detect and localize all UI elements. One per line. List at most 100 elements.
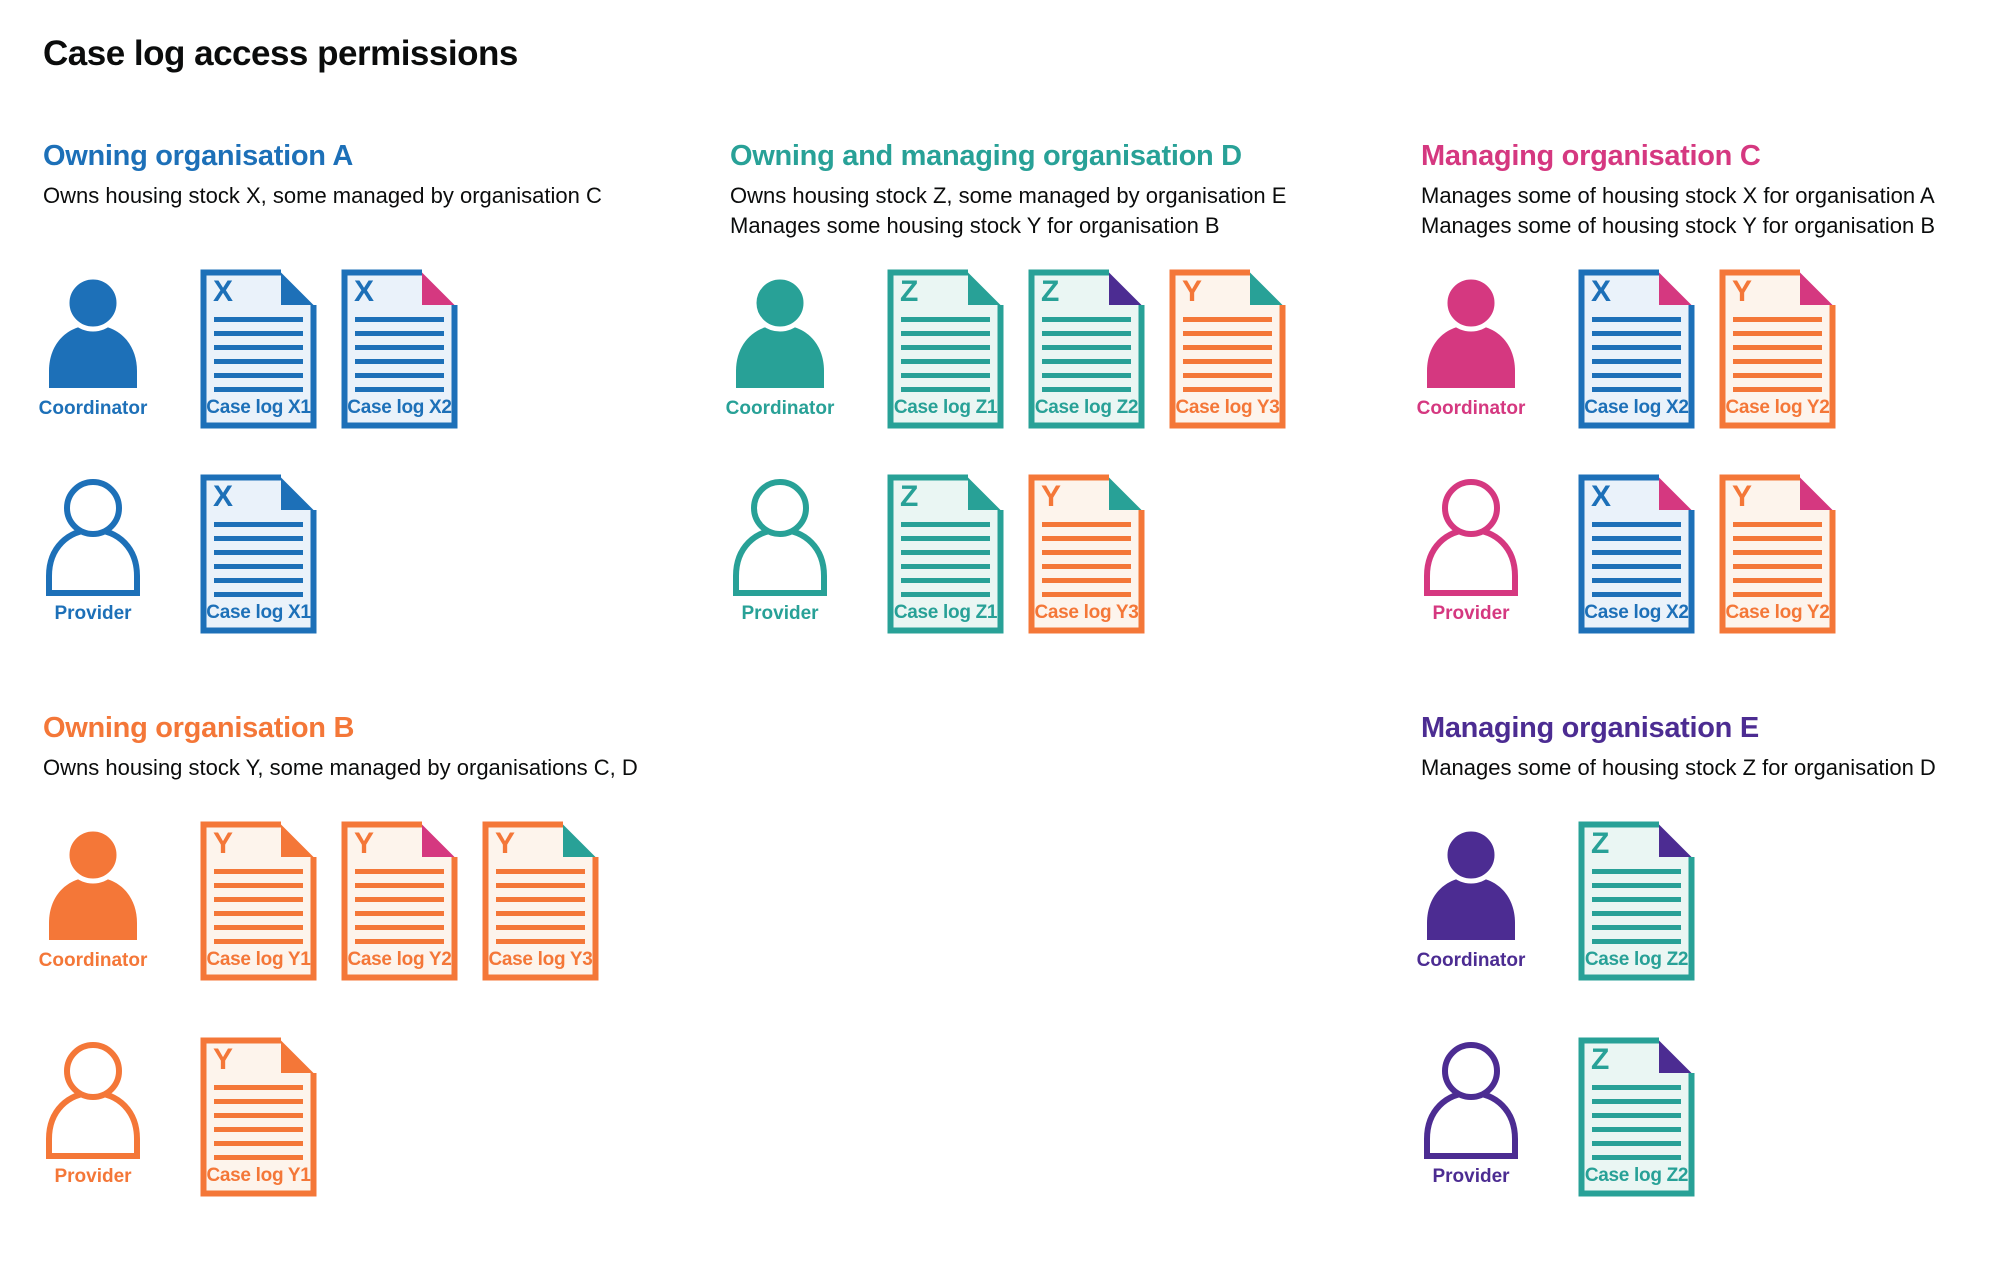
coordinator-figure: Coordinator [39,269,147,420]
folded-corner-icon [1250,272,1283,306]
case-log-document-z2: Z Case log Z2 [1578,821,1695,981]
coordinator-figure: Coordinator [39,821,147,972]
folded-corner-icon [968,272,1001,306]
persona-label: Provider [1432,603,1510,625]
description-line: Manages some of housing stock Y for orga… [1421,213,1936,239]
section-organisation-e: Managing organisation E Manages some of … [1417,712,2000,1253]
persona-row: Coordinator Z Case log Z2 [1417,821,2000,981]
section-organisation-c: Managing organisation C Manages some of … [1417,140,2000,679]
document-text-lines-icon [1733,317,1822,393]
provider-figure: Provider [1421,474,1521,625]
organisation-description: Owns housing stock Y, some managed by or… [43,753,733,821]
person-icon [1424,479,1518,597]
document-icon [1028,474,1145,634]
document-icon [341,821,458,981]
stock-letter: Z [1041,275,1060,309]
case-log-document-x1: X Case log X1 [200,269,317,429]
document-icon [1028,269,1145,429]
case-log-document-y3: Y Case log Y3 [1028,474,1145,634]
document-text-lines-icon [1042,522,1131,598]
persona-row: Coordinator Y Case log Y1 [39,821,733,981]
case-log-label: Case log Z1 [893,397,998,419]
section-organisation-d: Owning and managing organisation D Owns … [726,140,1420,679]
persona-row: Provider X Case log X2 [1421,474,2000,634]
document-text-lines-icon [1592,317,1681,393]
case-log-document-y2: Y Case log Y2 [1719,474,1836,634]
organisation-description: Manages some of housing stock Z for orga… [1421,753,2000,821]
case-log-label: Case log Y2 [1725,397,1830,419]
document-text-lines-icon [214,869,303,945]
case-log-document-y1: Y Case log Y1 [200,821,317,981]
document-text-lines-icon [901,522,990,598]
person-icon [733,479,827,597]
case-log-document-z2: Z Case log Z2 [1578,1037,1695,1197]
document-icon [200,474,317,634]
folded-corner-icon [281,824,314,858]
case-log-label: Case log X2 [1584,602,1689,624]
case-log-document-y2: Y Case log Y2 [1719,269,1836,429]
case-log-document-y3: Y Case log Y3 [482,821,599,981]
case-log-label: Case log X1 [206,602,311,624]
document-text-lines-icon [214,317,303,393]
folded-corner-icon [1659,477,1692,511]
section-organisation-b: Owning organisation B Owns housing stock… [39,712,733,1253]
persona-row: Provider Z Case log Z1 [730,474,1420,634]
person-icon [1427,274,1515,389]
stock-letter: Z [1591,827,1610,861]
stock-letter: Y [495,827,516,861]
case-log-label: Case log X1 [206,397,311,419]
document-icon [1719,269,1836,429]
case-log-label: Case log X2 [1584,397,1689,419]
description-line: Owns housing stock Z, some managed by or… [730,183,1287,209]
document-icon [341,269,458,429]
document-text-lines-icon [496,869,585,945]
person-icon [1424,1042,1518,1160]
case-log-label: Case log Z2 [1584,1165,1689,1187]
person-icon [49,826,137,941]
organisation-description: Owns housing stock Z, some managed by or… [730,181,1420,269]
case-log-label: Case log Y3 [1034,602,1139,624]
case-log-document-x2: X Case log X2 [1578,269,1695,429]
folded-corner-icon [1109,272,1142,306]
coordinator-figure: Coordinator [1417,821,1525,972]
case-log-document-x1: X Case log X1 [200,474,317,634]
document-icon [482,821,599,981]
case-log-label: Case log Y2 [1725,602,1830,624]
organisation-title: Managing organisation C [1421,140,1761,172]
document-icon [1169,269,1286,429]
folded-corner-icon [968,477,1001,511]
case-log-label: Case log Y1 [206,949,311,971]
persona-label: Provider [741,603,819,625]
provider-figure: Provider [43,474,143,625]
persona-label: Provider [54,1166,132,1188]
persona-label: Provider [54,603,132,625]
case-log-document-z2: Z Case log Z2 [1028,269,1145,429]
case-log-label: Case log Y3 [1175,397,1280,419]
organisation-title: Owning and managing organisation D [730,140,1242,172]
stock-letter: Z [900,275,919,309]
document-text-lines-icon [901,317,990,393]
document-text-lines-icon [355,317,444,393]
case-log-label: Case log Y3 [488,949,593,971]
folded-corner-icon [1800,272,1833,306]
persona-row: Coordinator X Case log X2 [1417,269,2000,429]
stock-letter: Y [213,1043,234,1077]
organisation-title: Owning organisation A [43,140,354,172]
case-log-label: Case log Z2 [1584,949,1689,971]
stock-letter: Z [1591,1043,1610,1077]
stock-letter: X [213,480,234,514]
provider-figure: Provider [730,474,830,625]
folded-corner-icon [563,824,596,858]
stock-letter: Y [1182,275,1203,309]
case-log-label: Case log Y2 [347,949,452,971]
case-log-document-x2: X Case log X2 [1578,474,1695,634]
case-log-document-y1: Y Case log Y1 [200,1037,317,1197]
document-icon [887,269,1004,429]
stock-letter: Y [354,827,375,861]
folded-corner-icon [281,477,314,511]
folded-corner-icon [1659,1040,1692,1074]
document-text-lines-icon [1592,1085,1681,1161]
document-text-lines-icon [355,869,444,945]
document-icon [200,1037,317,1197]
document-icon [1578,1037,1695,1197]
